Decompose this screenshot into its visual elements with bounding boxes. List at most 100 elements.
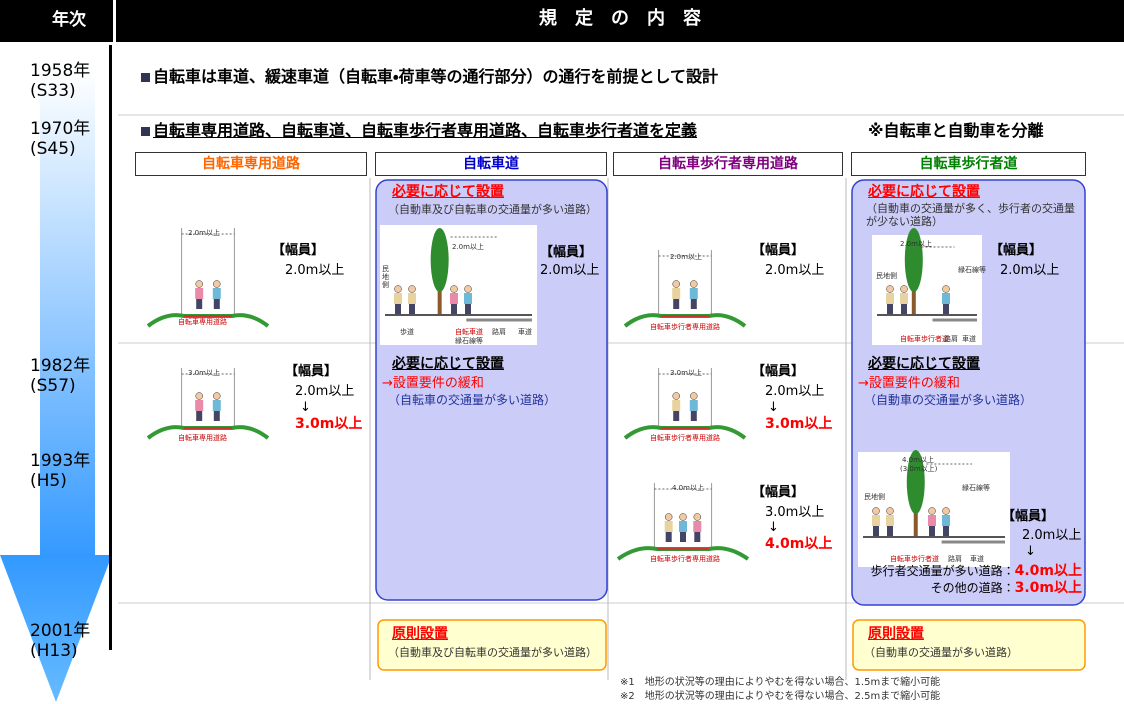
person-head bbox=[679, 513, 687, 521]
condition: （自動車の交通量が多い道路） bbox=[864, 393, 1033, 407]
rule-1970: 自転車専用道路、自転車道、自転車歩行者専用道路、自転車歩行者道を定義 bbox=[153, 121, 698, 140]
figure-label: 縁石線等 bbox=[455, 337, 483, 345]
person-legs bbox=[694, 532, 701, 542]
person-body bbox=[689, 288, 698, 299]
year: 1982年 bbox=[30, 356, 91, 376]
person-legs bbox=[943, 526, 949, 536]
person-head bbox=[900, 285, 908, 293]
era: (S45) bbox=[30, 139, 76, 159]
width: 2.0m以上 bbox=[1022, 528, 1082, 543]
person-legs bbox=[465, 304, 471, 314]
person-legs bbox=[901, 304, 907, 314]
person-legs bbox=[690, 299, 697, 309]
condition: （自動車及び自転車の交通量が多い道路） bbox=[388, 646, 597, 659]
figure-label: 路肩 bbox=[492, 328, 506, 336]
person-head bbox=[690, 392, 698, 400]
bullet bbox=[141, 127, 150, 136]
person-head bbox=[942, 285, 950, 293]
person-legs bbox=[673, 411, 680, 421]
figure-width: 2.0m以上 bbox=[900, 240, 932, 248]
width-new: 3.0m以上 bbox=[765, 416, 833, 432]
figure-caption: 自転車歩行者専用道路 bbox=[650, 434, 720, 442]
figure-label: 民地側 bbox=[382, 265, 389, 290]
person-legs bbox=[680, 532, 686, 542]
figure-label: 自転車道 bbox=[455, 328, 483, 336]
footnote: ※2 地形の状況等の理由によりやむを得ない場合、2.5mまで縮小可能 bbox=[620, 691, 941, 702]
case-label: その他の道路： bbox=[930, 581, 1015, 595]
person-body bbox=[672, 288, 681, 299]
era: (S57) bbox=[30, 376, 76, 396]
person-legs bbox=[409, 304, 415, 314]
person-body bbox=[942, 515, 950, 526]
width-new: 3.0m以上 bbox=[295, 416, 363, 432]
person-body bbox=[886, 293, 894, 304]
era: (H5) bbox=[30, 471, 67, 491]
figure-width-alt: (3.0m以上) bbox=[900, 465, 938, 473]
person-body bbox=[212, 288, 221, 299]
rule: 必要に応じて設置 bbox=[392, 356, 504, 372]
column-heading: 自転車専用道路 bbox=[135, 152, 367, 176]
arrow: ↓ bbox=[768, 400, 779, 415]
figure-caption: 自転車専用道路 bbox=[178, 434, 227, 442]
rule: 必要に応じて設置 bbox=[868, 356, 980, 372]
person-head bbox=[672, 392, 680, 400]
person-legs bbox=[196, 411, 203, 421]
width-title: 【幅員】 bbox=[285, 364, 338, 379]
tree-crown bbox=[430, 228, 449, 292]
person-legs bbox=[929, 526, 935, 536]
width-title: 【幅員】 bbox=[990, 243, 1043, 258]
year: 1958年 bbox=[30, 61, 91, 81]
rule: 必要に応じて設置 bbox=[868, 184, 980, 200]
width-title: 【幅員】 bbox=[752, 243, 805, 258]
condition: （自動車及び自転車の交通量が多い道路） bbox=[388, 203, 597, 216]
person-head bbox=[213, 280, 221, 288]
person-legs bbox=[196, 299, 203, 309]
person-head bbox=[872, 507, 880, 515]
person-head bbox=[664, 513, 673, 521]
figure-label: 車道 bbox=[970, 555, 984, 563]
figure-width: 3.0m以上 bbox=[188, 369, 220, 377]
width: 2.0m以上 bbox=[1000, 263, 1060, 278]
figure-label: 自転車歩行者道 bbox=[890, 555, 939, 563]
person-body bbox=[928, 515, 936, 526]
figure-width: 4.0m以上 bbox=[672, 484, 704, 492]
figure-label: 路肩 bbox=[944, 335, 958, 343]
person-body bbox=[886, 515, 894, 526]
person-body bbox=[872, 515, 880, 526]
person-legs bbox=[943, 304, 949, 314]
condition: （自転車の交通量が多い道路） bbox=[388, 393, 557, 407]
person-body bbox=[942, 293, 950, 304]
figure-width: 2.0m以上 bbox=[670, 253, 702, 261]
person-body bbox=[672, 400, 681, 411]
figure-panel bbox=[380, 225, 537, 345]
tree-crown bbox=[906, 450, 925, 514]
bullet bbox=[141, 73, 150, 82]
arrow: ↓ bbox=[768, 520, 779, 535]
rule-1970-note: ※自転車と自動車を分離 bbox=[868, 121, 1044, 140]
person-head bbox=[195, 280, 203, 288]
person-legs bbox=[887, 304, 893, 314]
tree-crown bbox=[904, 228, 923, 292]
change: →設置要件の緩和 bbox=[382, 376, 484, 391]
figure-label: 民地側 bbox=[864, 493, 885, 501]
width: 2.0m以上 bbox=[285, 263, 345, 278]
width: 3.0m以上 bbox=[765, 505, 825, 520]
person-head bbox=[195, 392, 203, 400]
person-legs bbox=[673, 299, 680, 309]
width-title: 【幅員】 bbox=[540, 245, 593, 260]
person-legs bbox=[213, 411, 220, 421]
figure-label: 車道 bbox=[962, 335, 976, 343]
width-title: 【幅員】 bbox=[752, 364, 805, 379]
era: (S33) bbox=[30, 81, 76, 101]
case-label: 歩行者交通量が多い道路： bbox=[870, 564, 1015, 578]
width-new: 4.0m以上 bbox=[1014, 563, 1082, 579]
person-body bbox=[900, 293, 908, 304]
width-title: 【幅員】 bbox=[272, 243, 325, 258]
person-body bbox=[212, 400, 221, 411]
tree-trunk bbox=[913, 507, 918, 537]
rule-box-2001 bbox=[852, 619, 1086, 671]
person-head bbox=[672, 280, 680, 288]
figure-label: 縁石線等 bbox=[958, 266, 986, 274]
figure-caption: 自転車歩行者専用道路 bbox=[650, 323, 720, 331]
